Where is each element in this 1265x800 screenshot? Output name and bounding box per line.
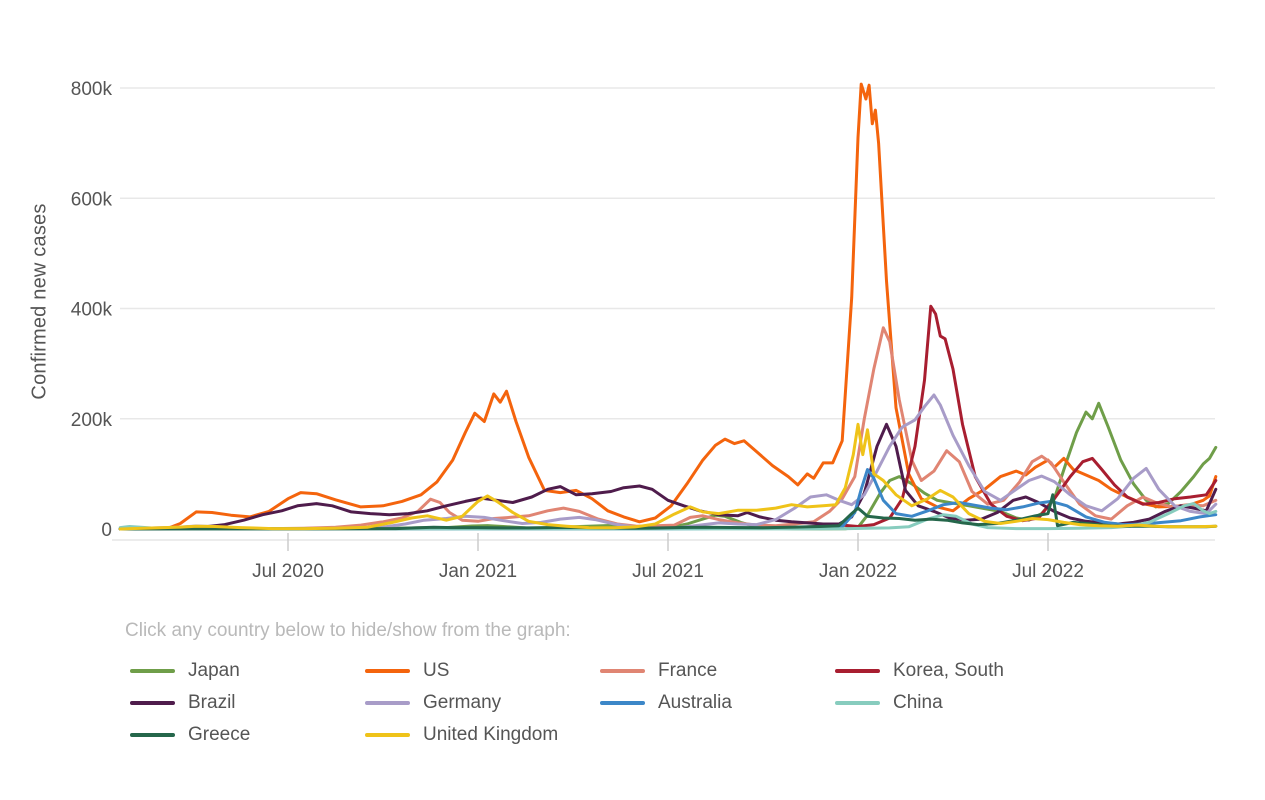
legend-item-us[interactable]: US <box>365 660 600 682</box>
y-tick-label: 600k <box>71 189 113 210</box>
chart-legend: Japan US France Korea, South Brazil Germany Au… <box>130 655 1230 751</box>
legend-hint-text: Click any country below to hide/show fro… <box>125 620 571 641</box>
legend-label-germany: Germany <box>423 692 502 713</box>
legend-item-france[interactable]: France <box>600 660 835 682</box>
y-axis-title: Confirmed new cases <box>28 203 51 400</box>
chart-plot-area: Jul 2020 Jan 2021 Jul 2021 Jan 2022 Jul 2022… <box>71 79 1218 582</box>
legend-item-greece[interactable]: Greece <box>130 724 365 746</box>
series-line-germany <box>118 393 1218 531</box>
legend-label-france: France <box>658 660 718 681</box>
legend-row: Japan US France Korea, South <box>130 655 1230 687</box>
legend-swatch-korea-south <box>835 669 880 673</box>
legend-swatch-brazil <box>130 701 175 705</box>
legend-label-china: China <box>893 692 943 713</box>
x-tick-label: Jul 2020 <box>252 561 324 582</box>
legend-item-germany[interactable]: Germany <box>365 692 600 714</box>
y-tick-label: 400k <box>71 300 113 321</box>
legend-label-japan: Japan <box>188 660 240 681</box>
x-tick-label: Jan 2021 <box>439 561 517 582</box>
legend-label-united-kingdom: United Kingdom <box>423 724 559 745</box>
legend-label-korea-south: Korea, South <box>893 660 1004 681</box>
legend-label-us: US <box>423 660 450 681</box>
legend-swatch-germany <box>365 701 410 705</box>
y-tick-label: 200k <box>71 410 113 431</box>
legend-swatch-china <box>835 701 880 705</box>
legend-item-china[interactable]: China <box>835 692 1070 714</box>
legend-label-australia: Australia <box>658 692 732 713</box>
legend-swatch-us <box>365 669 410 673</box>
legend-row: Brazil Germany Australia China <box>130 687 1230 719</box>
legend-label-greece: Greece <box>188 724 251 745</box>
legend-item-united-kingdom[interactable]: United Kingdom <box>365 724 600 746</box>
x-tick-label: Jan 2022 <box>819 561 897 582</box>
y-tick-label: 800k <box>71 79 113 100</box>
legend-swatch-australia <box>600 701 645 705</box>
x-tick-label: Jul 2022 <box>1012 561 1084 582</box>
series-line-united-kingdom <box>118 422 1218 531</box>
legend-item-australia[interactable]: Australia <box>600 692 835 714</box>
legend-item-brazil[interactable]: Brazil <box>130 692 365 714</box>
legend-item-korea-south[interactable]: Korea, South <box>835 660 1070 682</box>
y-tick-label: 0 <box>101 520 112 541</box>
legend-item-japan[interactable]: Japan <box>130 660 365 682</box>
legend-row: Greece United Kingdom <box>130 719 1230 751</box>
legend-swatch-united-kingdom <box>365 733 410 737</box>
legend-label-brazil: Brazil <box>188 692 236 713</box>
series-line-brazil <box>118 422 1218 531</box>
legend-swatch-greece <box>130 733 175 737</box>
covid-new-cases-line-chart: Confirmed new cases Jul 2020 Jan 2021 Jul … <box>28 79 1218 582</box>
x-tick-label: Jul 2021 <box>632 561 704 582</box>
legend-swatch-france <box>600 669 645 673</box>
legend-swatch-japan <box>130 669 175 673</box>
